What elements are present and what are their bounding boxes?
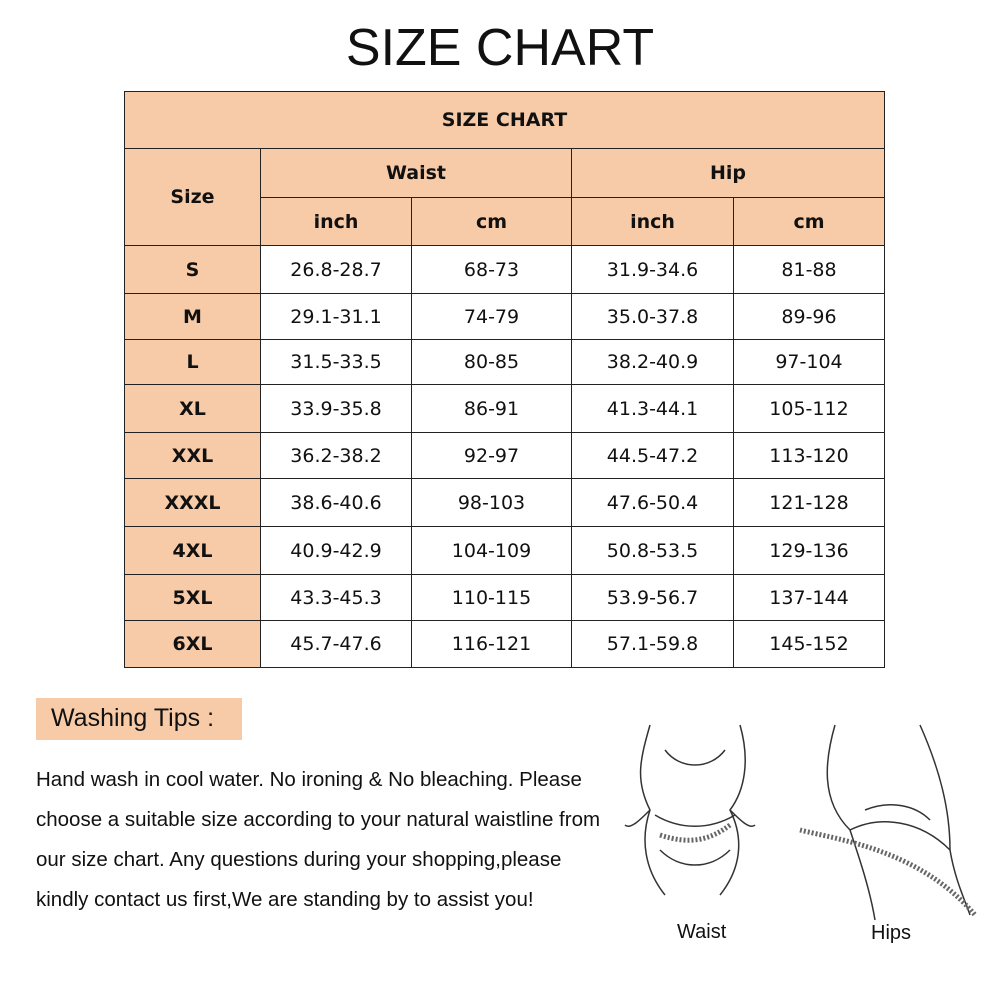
measurement-cell: 121-128 [733,478,885,527]
table-row: XXL 36.2-38.2 92-97 44.5-47.2 113-120 [124,432,885,479]
measurement-cell: 116-121 [411,620,572,668]
measurement-cell: 47.6-50.4 [571,478,734,527]
size-cell: 6XL [124,620,261,668]
hip-header: Hip [571,148,885,198]
size-cell: L [124,339,261,385]
measurement-cell: 68-73 [411,245,572,294]
unit-header: inch [571,197,734,246]
measurement-cell: 36.2-38.2 [260,432,412,479]
measurement-cell: 43.3-45.3 [260,574,412,621]
table-row: M 29.1-31.1 74-79 35.0-37.8 89-96 [124,293,885,340]
measurement-cell: 53.9-56.7 [571,574,734,621]
measurement-cell: 81-88 [733,245,885,294]
measurement-cell: 33.9-35.8 [260,384,412,433]
size-table: SIZE CHART Size Waist Hip inch cm inch c… [124,91,885,668]
measurement-cell: 40.9-42.9 [260,526,412,575]
measurement-cell: 74-79 [411,293,572,340]
measurement-cell: 97-104 [733,339,885,385]
table-row: 5XL 43.3-45.3 110-115 53.9-56.7 137-144 [124,574,885,621]
washing-tips-text: Hand wash in cool water. No ironing & No… [36,768,601,911]
measurement-cell: 31.5-33.5 [260,339,412,385]
measurement-cell: 45.7-47.6 [260,620,412,668]
measurement-cell: 26.8-28.7 [260,245,412,294]
waist-label: Waist [677,921,727,943]
measurement-cell: 31.9-34.6 [571,245,734,294]
size-header: Size [124,148,261,246]
table-row: XXXL 38.6-40.6 98-103 47.6-50.4 121-128 [124,478,885,527]
measurement-cell: 129-136 [733,526,885,575]
unit-header: cm [733,197,885,246]
measurement-cell: 105-112 [733,384,885,433]
size-cell: 5XL [124,574,261,621]
table-title: SIZE CHART [124,91,885,149]
measurement-cell: 113-120 [733,432,885,479]
measurement-cell: 29.1-31.1 [260,293,412,340]
unit-header: inch [260,197,412,246]
size-cell: XXL [124,432,261,479]
size-cell: XL [124,384,261,433]
table-row: 4XL 40.9-42.9 104-109 50.8-53.5 129-136 [124,526,885,575]
measurement-cell: 137-144 [733,574,885,621]
waist-header: Waist [260,148,572,198]
measurement-cell: 145-152 [733,620,885,668]
measurement-cell: 86-91 [411,384,572,433]
table-row: L 31.5-33.5 80-85 38.2-40.9 97-104 [124,339,885,385]
measurement-cell: 57.1-59.8 [571,620,734,668]
size-cell: 4XL [124,526,261,575]
measurement-cell: 104-109 [411,526,572,575]
measurement-cell: 35.0-37.8 [571,293,734,340]
table-row: XL 33.9-35.8 86-91 41.3-44.1 105-112 [124,384,885,433]
hips-figure-icon [799,724,977,921]
unit-header: cm [411,197,572,246]
measurement-cell: 110-115 [411,574,572,621]
table-row: 6XL 45.7-47.6 116-121 57.1-59.8 145-152 [124,620,885,668]
measurement-cell: 50.8-53.5 [571,526,734,575]
measurement-cell: 92-97 [411,432,572,479]
measurement-cell: 44.5-47.2 [571,432,734,479]
measurement-cell: 89-96 [733,293,885,340]
size-cell: M [124,293,261,340]
measurement-cell: 41.3-44.1 [571,384,734,433]
washing-tips-heading: Washing Tips : [36,698,242,740]
size-cell: XXXL [124,478,261,527]
measurement-cell: 38.2-40.9 [571,339,734,385]
table-row: S 26.8-28.7 68-73 31.9-34.6 81-88 [124,245,885,294]
waist-figure-icon [624,724,756,896]
measurement-cell: 38.6-40.6 [260,478,412,527]
hips-label: Hips [871,922,912,944]
size-cell: S [124,245,261,294]
measurement-cell: 98-103 [411,478,572,527]
measuring-illustration [624,724,977,921]
page-title: SIZE CHART [345,19,655,77]
measurement-cell: 80-85 [411,339,572,385]
